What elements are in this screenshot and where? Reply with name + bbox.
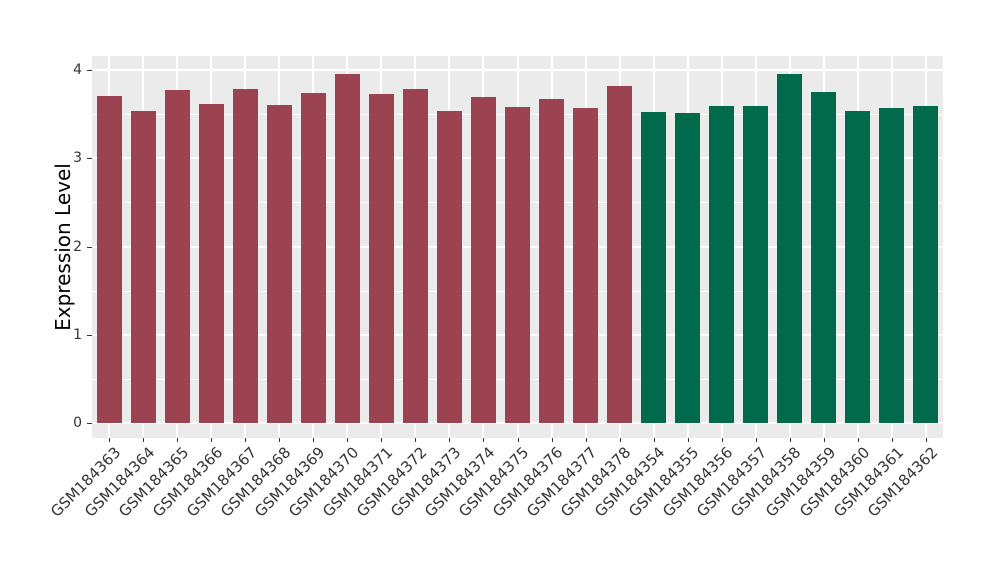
x-tick-mark	[109, 438, 111, 442]
x-tick-mark	[721, 438, 723, 442]
major-gridline	[92, 69, 943, 71]
bar-GSM184365	[164, 90, 190, 423]
x-tick-mark	[347, 438, 349, 442]
x-tick-mark	[823, 438, 825, 442]
bar-GSM184364	[130, 111, 156, 423]
bar-GSM184361	[879, 107, 905, 423]
y-tick-mark	[87, 158, 92, 160]
y-tick-mark	[87, 423, 92, 424]
bar-GSM184362	[913, 106, 939, 423]
y-tick-label: 0	[73, 415, 82, 431]
y-tick-label: 1	[73, 326, 82, 343]
bar-GSM184371	[368, 93, 394, 423]
y-tick-mark	[87, 70, 92, 71]
x-tick-mark	[891, 438, 893, 442]
bar-GSM184354	[641, 112, 667, 423]
y-tick-mark	[87, 246, 92, 248]
bar-GSM184369	[300, 92, 326, 423]
x-tick-mark	[857, 438, 859, 442]
bar-GSM184372	[402, 89, 428, 423]
bar-GSM184368	[266, 105, 292, 423]
y-axis-title-wrap: Expression Level	[50, 56, 76, 438]
y-tick-label: 3	[73, 150, 82, 167]
x-tick-mark	[755, 438, 757, 442]
x-tick-mark	[381, 438, 383, 442]
y-tick-label: 4	[73, 62, 82, 78]
x-tick-mark	[449, 438, 451, 442]
x-tick-mark	[279, 438, 281, 442]
bar-GSM184355	[675, 113, 701, 423]
bar-GSM184370	[334, 73, 360, 423]
bar-GSM184363	[96, 96, 122, 423]
x-tick-mark	[143, 438, 145, 442]
bar-GSM184373	[436, 110, 462, 423]
x-tick-mark	[245, 438, 247, 442]
bar-GSM184374	[470, 97, 496, 423]
x-tick-mark	[517, 438, 519, 442]
plot-panel	[92, 56, 943, 438]
bar-GSM184360	[845, 111, 871, 423]
y-tick-mark	[87, 334, 92, 336]
x-tick-mark	[789, 438, 791, 442]
bar-GSM184378	[607, 85, 633, 423]
x-tick-mark	[925, 438, 927, 442]
x-tick-mark	[619, 438, 621, 442]
x-tick-mark	[483, 438, 485, 442]
x-tick-mark	[687, 438, 689, 442]
bar-GSM184377	[573, 107, 599, 423]
bar-GSM184358	[777, 73, 803, 423]
bar-GSM184357	[743, 106, 769, 423]
bar-GSM184367	[232, 88, 258, 423]
bar-GSM184356	[709, 106, 735, 423]
x-tick-mark	[415, 438, 417, 442]
major-gridline	[92, 422, 943, 424]
x-tick-mark	[585, 438, 587, 442]
x-tick-mark	[211, 438, 213, 442]
bar-GSM184366	[198, 104, 224, 423]
bar-GSM184376	[539, 99, 565, 423]
bar-GSM184359	[811, 92, 837, 423]
x-tick-mark	[313, 438, 315, 442]
x-tick-mark	[551, 438, 553, 442]
bar-GSM184375	[505, 107, 530, 423]
x-tick-mark	[653, 438, 655, 442]
x-tick-mark	[177, 438, 179, 442]
y-axis-title: Expression Level	[51, 163, 75, 331]
y-tick-label: 2	[73, 238, 82, 255]
